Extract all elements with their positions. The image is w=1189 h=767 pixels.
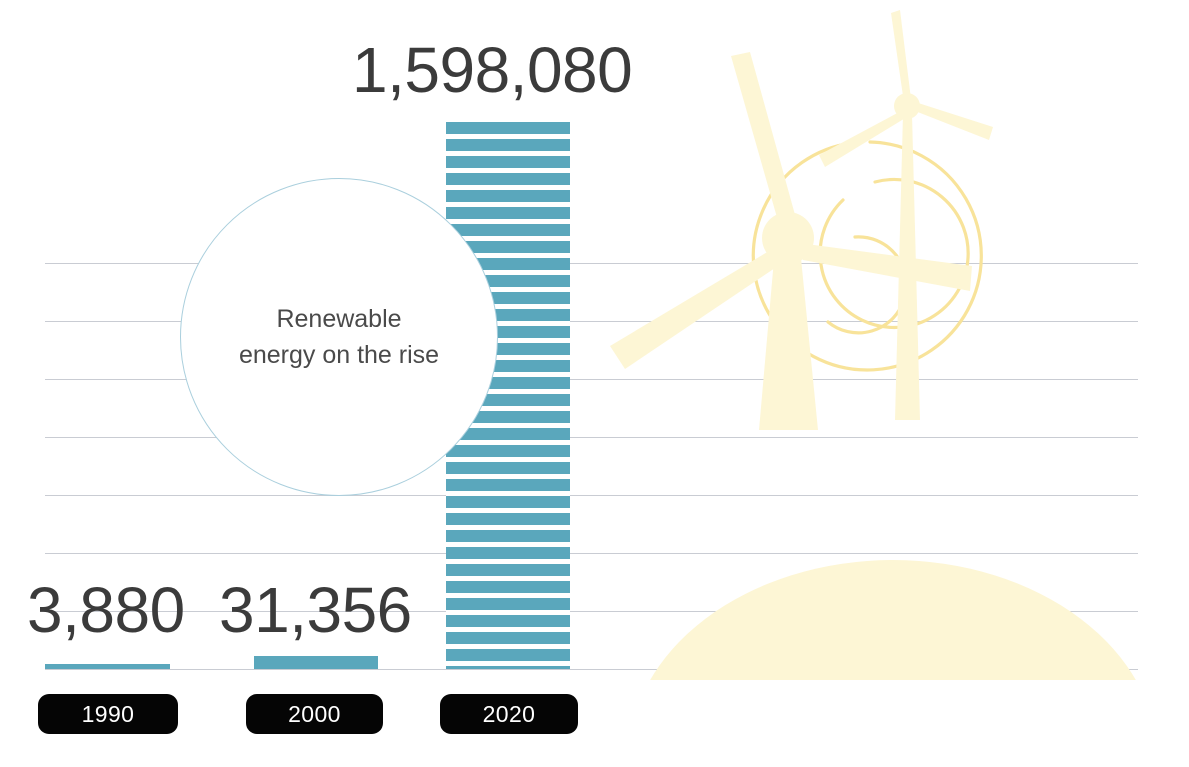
annotation-bubble: Renewable energy on the rise: [180, 178, 498, 496]
axis-pill-2000[interactable]: 2000: [246, 694, 383, 734]
annotation-line-2: energy on the rise: [238, 341, 440, 369]
large-wind-turbine-icon: [610, 52, 972, 430]
small-wind-turbine-icon: [819, 10, 993, 420]
axis-pill-1990[interactable]: 1990: [38, 694, 178, 734]
bar-2000[interactable]: [254, 656, 378, 669]
axis-pill-2020[interactable]: 2020: [440, 694, 578, 734]
value-label-2000: 31,356: [219, 574, 412, 646]
annotation-line-1: Renewable: [276, 304, 402, 333]
annotation-text: Renewable energy on the rise: [214, 301, 464, 374]
value-label-2020: 1,598,080: [352, 34, 633, 106]
value-label-1990: 3,880: [27, 574, 185, 646]
bar-1990[interactable]: [45, 664, 170, 669]
